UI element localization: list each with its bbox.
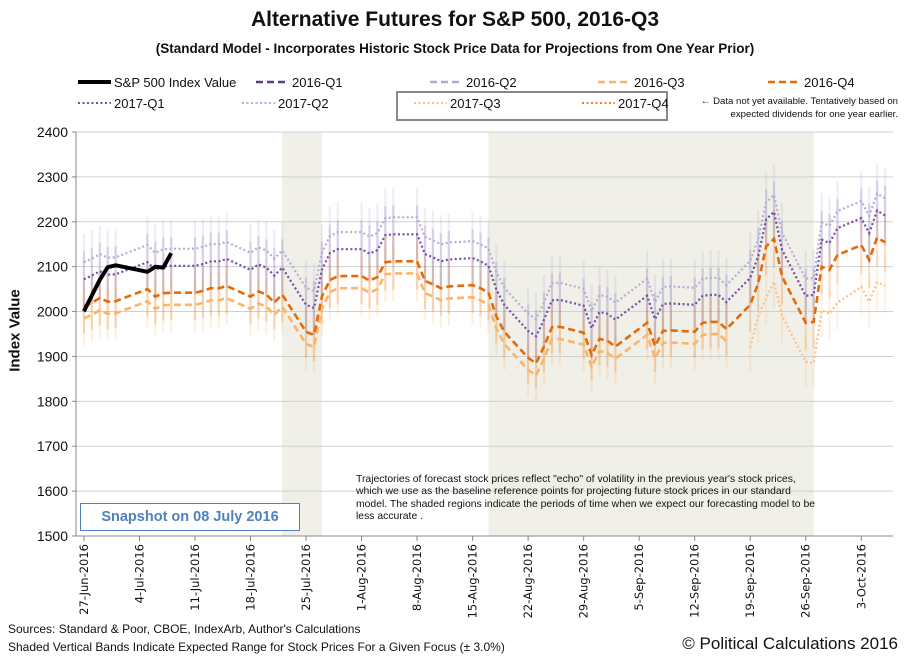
- y-tick-label: 2400: [37, 124, 68, 140]
- x-tick-label: 3-Oct-2016: [854, 544, 868, 609]
- legend-label: 2016-Q3: [634, 75, 685, 90]
- legend-note: ← Data not yet available. Tentatively ba…: [700, 96, 898, 120]
- y-tick-label: 2300: [37, 169, 68, 185]
- legend-label: S&P 500 Index Value: [114, 75, 236, 90]
- footer-bands: Shaded Vertical Bands Indicate Expected …: [8, 640, 505, 654]
- chart-title: Alternative Futures for S&P 500, 2016-Q3: [250, 8, 660, 31]
- x-tick-label: 18-Jul-2016: [244, 544, 258, 611]
- series-line-2016-Q3: [83, 272, 728, 378]
- legend-label: 2016-Q2: [466, 75, 517, 90]
- legend-label: 2016-Q4: [804, 75, 855, 90]
- y-tick-label: 2000: [37, 304, 68, 320]
- legend-label: 2017-Q1: [114, 96, 165, 111]
- snapshot-box: Snapshot on 08 July 2016: [80, 503, 300, 531]
- sp500-line: [82, 252, 173, 313]
- x-tick-label: 19-Sep-2016: [743, 544, 757, 618]
- x-tick-label: 27-Jun-2016: [77, 544, 91, 615]
- series-line-2017-Q2: [83, 191, 886, 321]
- y-tick-label: 2100: [37, 259, 68, 275]
- annotation-text: Trajectories of forecast stock prices re…: [356, 474, 815, 523]
- x-tick-label: 4-Jul-2016: [132, 544, 146, 603]
- y-tick-label: 1900: [37, 348, 68, 364]
- x-tick-label: 11-Jul-2016: [188, 544, 202, 611]
- footer-sources: Sources: Standard & Poor, CBOE, IndexArb…: [8, 622, 361, 636]
- series-line-2017-Q3: [749, 278, 886, 365]
- y-tick-label: 2200: [37, 214, 68, 230]
- x-tick-label: 29-Aug-2016: [577, 544, 591, 618]
- x-tick-label: 5-Sep-2016: [632, 544, 646, 611]
- x-tick-label: 26-Sep-2016: [799, 544, 813, 618]
- y-tick-label: 1700: [37, 438, 68, 454]
- legend-label: 2017-Q4: [618, 96, 669, 111]
- legend-label: 2016-Q1: [292, 75, 343, 90]
- y-tick-label: 1600: [37, 483, 68, 499]
- shaded-region: [282, 132, 322, 536]
- x-tick-label: 25-Jul-2016: [299, 544, 313, 611]
- x-tick-label: 15-Aug-2016: [466, 544, 480, 618]
- legend-label: 2017-Q3: [450, 96, 501, 111]
- legend-label: 2017-Q2: [278, 96, 329, 111]
- y-tick-label: 1500: [37, 528, 68, 544]
- y-axis-label: Index Value: [6, 289, 24, 372]
- x-tick-label: 8-Aug-2016: [410, 544, 424, 611]
- y-tick-label: 1800: [37, 393, 68, 409]
- x-tick-label: 1-Aug-2016: [355, 544, 369, 611]
- x-tick-label: 12-Sep-2016: [688, 544, 702, 618]
- chart-subtitle: (Standard Model - Incorporates Historic …: [155, 41, 755, 56]
- legend-highlight-box: [396, 91, 668, 121]
- series-line-2016-Q4: [83, 235, 886, 366]
- x-tick-label: 22-Aug-2016: [521, 544, 535, 618]
- series-group: [82, 163, 887, 401]
- footer-copyright: © Political Calculations 2016: [682, 634, 898, 653]
- series-line-2017-Q1: [83, 208, 886, 338]
